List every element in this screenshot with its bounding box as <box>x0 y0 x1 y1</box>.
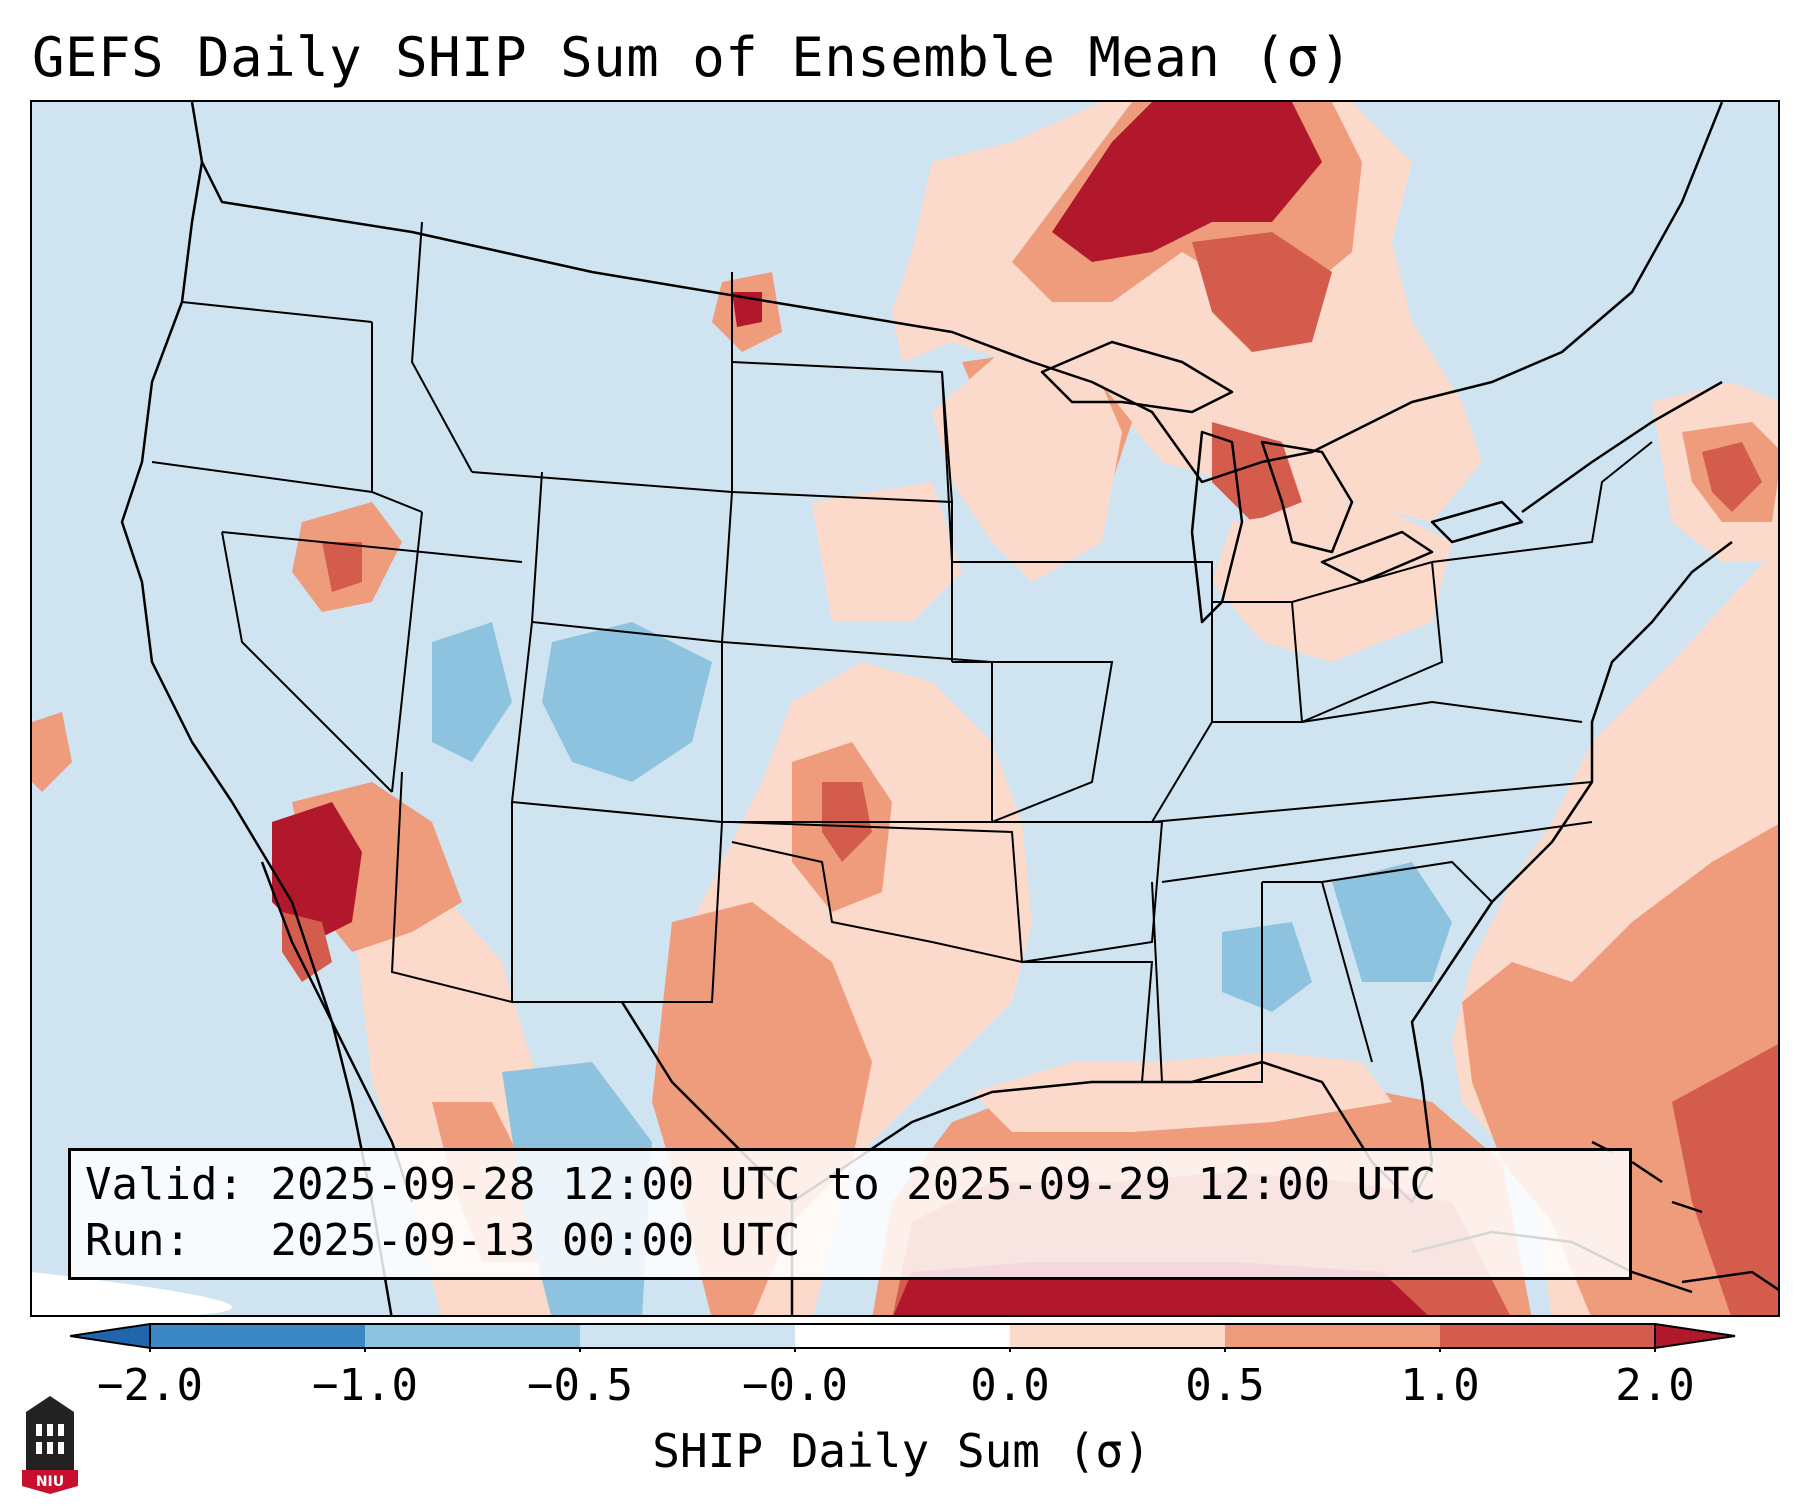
colorbar-tick-label: 1.0 <box>1400 1360 1480 1411</box>
border-wa-or <box>181 301 373 323</box>
border-sc <box>1321 860 1493 903</box>
border-ms-al <box>1151 881 1263 1083</box>
border-oh-pa <box>1291 560 1444 723</box>
lake-ontario <box>1430 500 1524 544</box>
border-mt-west <box>410 221 473 473</box>
border-or-ca <box>151 461 423 513</box>
anomaly-region-montana-hot <box>732 292 762 327</box>
anomaly-region-ontario-strong <box>1192 232 1332 352</box>
colorbar-under-triangle <box>70 1322 151 1350</box>
island-bahamas-2 <box>1631 1160 1663 1184</box>
border-sd-nd <box>731 361 953 503</box>
anomaly-region-gulf-coast <box>972 1052 1392 1132</box>
anomaly-region-idaho-hot <box>322 542 362 592</box>
map-title: GEFS Daily SHIP Sum of Ensemble Mean (σ) <box>32 26 1353 89</box>
anomaly-region-pacific-warm <box>32 712 72 792</box>
border-us-canada <box>190 102 1724 484</box>
border-ky-tn <box>1151 781 1593 823</box>
anomaly-region-maine-hot <box>1702 442 1762 512</box>
border-tn-nc <box>1161 821 1593 883</box>
colorbar-tick-label: 0.5 <box>1185 1360 1265 1411</box>
colorbar-ticks <box>149 1348 1656 1352</box>
valid-value: 2025-09-28 12:00 UTC to 2025-09-29 12:00… <box>270 1159 1437 1210</box>
colorbar-tick-label: −2.0 <box>97 1360 203 1411</box>
border-mn-ia <box>941 371 1112 563</box>
border-il-in <box>1112 561 1213 823</box>
valid-line: Valid: 2025-09-28 12:00 UTC to 2025-09-2… <box>85 1157 1615 1213</box>
anomaly-region-ontario-hot <box>1052 102 1322 262</box>
colorbar-bin-3 <box>795 1324 1010 1348</box>
border-nv-ut <box>391 511 423 793</box>
lake-erie <box>1320 530 1434 584</box>
colorbar <box>70 1322 1736 1352</box>
map-frame <box>30 100 1780 1317</box>
run-line: Run: 2025-09-13 00:00 UTC <box>85 1213 1615 1269</box>
colorbar-tick-label: −1.0 <box>312 1360 418 1411</box>
ship-anomaly-map <box>32 102 1778 1315</box>
border-co-ks <box>721 641 993 823</box>
colorbar-tick-label: 0.0 <box>970 1360 1050 1411</box>
border-az-nm <box>390 771 513 1004</box>
border-ar-la <box>1022 961 1154 1083</box>
colorbar-bin-5 <box>1225 1324 1440 1348</box>
colorbar-tick-label: 2.0 <box>1615 1360 1695 1411</box>
border-ut-co <box>510 621 723 824</box>
border-ny <box>1431 441 1653 563</box>
anomaly-region-wisconsin-mi <box>932 342 1122 582</box>
border-in-oh <box>1212 601 1304 723</box>
colorbar-bin-1 <box>365 1324 580 1348</box>
anomaly-region-ohio-valley <box>1212 502 1452 662</box>
coast-pacific <box>120 161 393 1315</box>
anomaly-region-georgia-cool <box>1332 862 1452 982</box>
colorbar-bin-0 <box>150 1324 365 1348</box>
island-hispaniola <box>1681 1270 1778 1291</box>
run-value: 2025-09-13 00:00 UTC <box>270 1215 801 1266</box>
border-ia-mo <box>952 661 1114 823</box>
state-borders <box>151 221 1653 1083</box>
colorbar-bin-4 <box>1010 1324 1225 1348</box>
valid-label: Valid: <box>85 1159 244 1210</box>
anomaly-region-alabama-cool <box>1222 922 1312 1012</box>
border-mo-ar <box>992 821 1164 963</box>
lake-superior <box>1040 340 1234 414</box>
colorbar-label: SHIP Daily Sum (σ) <box>652 1424 1151 1478</box>
colorbar-outline <box>149 1323 1656 1349</box>
border-nm-tx <box>512 821 723 1003</box>
colorbar-tick-label: −0.5 <box>527 1360 633 1411</box>
island-bahamas-3 <box>1671 1200 1703 1214</box>
colorbar-bin-2 <box>580 1324 795 1348</box>
anomaly-region-utah-cool <box>432 622 512 762</box>
anomaly-region-colorado-cool <box>542 622 712 782</box>
valid-run-info-box: Valid: 2025-09-28 12:00 UTC to 2025-09-2… <box>68 1148 1632 1280</box>
border-ok <box>731 821 1024 964</box>
border-va <box>1301 700 1583 723</box>
colorbar-tick-label: −0.0 <box>742 1360 848 1411</box>
border-ca-nv <box>221 531 393 793</box>
run-label: Run: <box>85 1215 191 1266</box>
anomaly-region-nebraska <box>812 482 962 622</box>
anomaly-field <box>32 102 1778 1315</box>
colorbar-over-triangle <box>1654 1322 1736 1350</box>
border-wy <box>530 471 733 644</box>
st-lawrence <box>1521 380 1723 514</box>
svg-text:NIU: NIU <box>36 1474 64 1490</box>
niu-logo: NIU <box>22 1396 78 1494</box>
border-mt-south <box>471 471 733 493</box>
domain-edge-bottom <box>32 1272 232 1315</box>
colorbar-bin-6 <box>1440 1324 1655 1348</box>
border-nv-north <box>221 531 523 563</box>
anomaly-region-bahamas-hot <box>1672 1044 1778 1315</box>
lake-huron <box>1260 440 1354 554</box>
